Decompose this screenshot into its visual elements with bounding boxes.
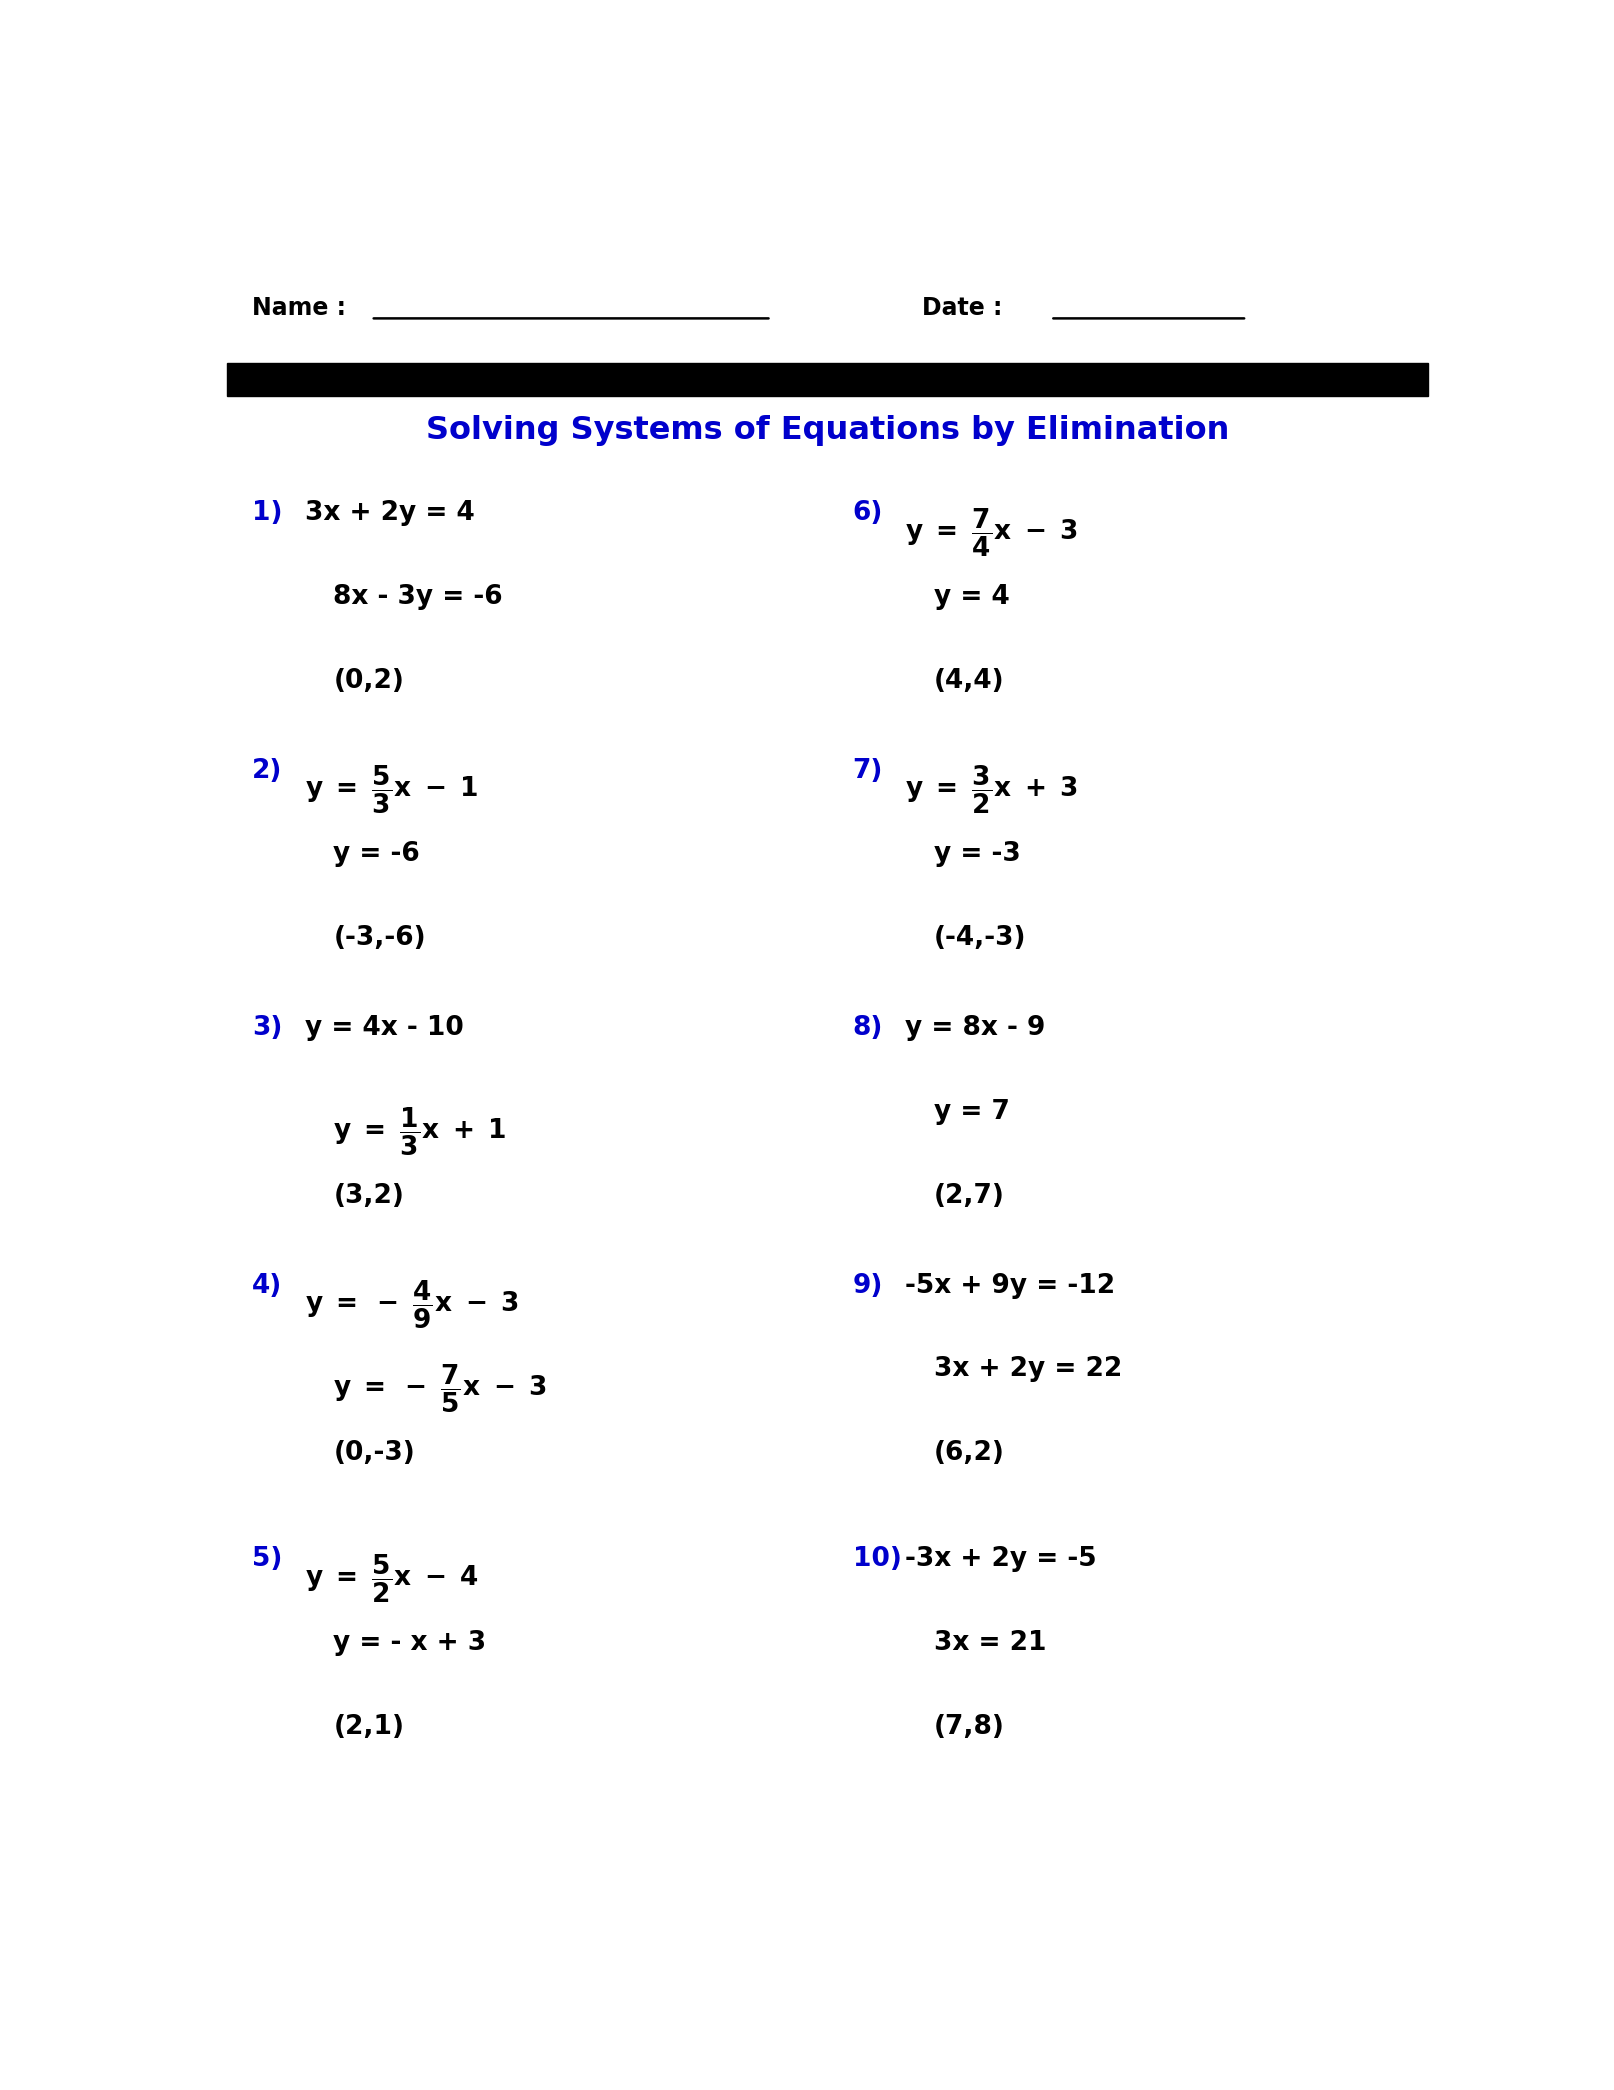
Text: $\mathbf{y\ =\ \dfrac{7}{4}x\ -\ 3}$: $\mathbf{y\ =\ \dfrac{7}{4}x\ -\ 3}$ xyxy=(905,506,1078,558)
Bar xyxy=(226,364,1427,395)
Text: 8): 8) xyxy=(852,1016,883,1041)
Text: y = -6: y = -6 xyxy=(332,842,420,867)
Text: Name :: Name : xyxy=(252,297,345,320)
Text: (0,2): (0,2) xyxy=(332,667,404,694)
Text: (-4,-3): (-4,-3) xyxy=(933,926,1027,951)
Text: 4): 4) xyxy=(252,1273,282,1298)
Text: 5): 5) xyxy=(252,1547,282,1572)
Text: 3): 3) xyxy=(252,1016,282,1041)
Text: y = 8x - 9: y = 8x - 9 xyxy=(905,1016,1044,1041)
Text: $\mathbf{y\ =\ \dfrac{5}{3}x\ -\ 1}$: $\mathbf{y\ =\ \dfrac{5}{3}x\ -\ 1}$ xyxy=(305,765,478,817)
Text: $\mathbf{y\ =\ \dfrac{3}{2}x\ +\ 3}$: $\mathbf{y\ =\ \dfrac{3}{2}x\ +\ 3}$ xyxy=(905,765,1078,817)
Text: 9): 9) xyxy=(852,1273,883,1298)
Text: y = -3: y = -3 xyxy=(933,842,1020,867)
Text: $\mathbf{y\ =\ -\ \dfrac{7}{5}x\ -\ 3}$: $\mathbf{y\ =\ -\ \dfrac{7}{5}x\ -\ 3}$ xyxy=(332,1363,547,1415)
Text: 10): 10) xyxy=(852,1547,901,1572)
Text: (4,4): (4,4) xyxy=(933,667,1004,694)
Text: 2): 2) xyxy=(252,759,282,784)
Text: -5x + 9y = -12: -5x + 9y = -12 xyxy=(905,1273,1115,1298)
Text: 7): 7) xyxy=(852,759,883,784)
Text: 3x = 21: 3x = 21 xyxy=(933,1630,1046,1655)
Text: 1): 1) xyxy=(252,500,282,527)
Text: (3,2): (3,2) xyxy=(332,1183,404,1208)
Text: $\mathbf{y\ =\ \dfrac{5}{2}x\ -\ 4}$: $\mathbf{y\ =\ \dfrac{5}{2}x\ -\ 4}$ xyxy=(305,1553,478,1605)
Text: $\mathbf{y\ =\ -\ \dfrac{4}{9}x\ -\ 3}$: $\mathbf{y\ =\ -\ \dfrac{4}{9}x\ -\ 3}$ xyxy=(305,1279,518,1331)
Text: (6,2): (6,2) xyxy=(933,1440,1004,1465)
Text: 8x - 3y = -6: 8x - 3y = -6 xyxy=(332,583,502,610)
Text: (2,7): (2,7) xyxy=(933,1183,1004,1208)
Text: (0,-3): (0,-3) xyxy=(332,1440,415,1465)
Text: 6): 6) xyxy=(852,500,883,527)
Text: (2,1): (2,1) xyxy=(332,1714,404,1739)
Text: Date :: Date : xyxy=(922,297,1001,320)
Text: y = - x + 3: y = - x + 3 xyxy=(332,1630,486,1655)
Text: (7,8): (7,8) xyxy=(933,1714,1004,1739)
Text: y = 4x - 10: y = 4x - 10 xyxy=(305,1016,463,1041)
Text: Solving Systems of Equations by Elimination: Solving Systems of Equations by Eliminat… xyxy=(426,416,1228,445)
Text: y = 7: y = 7 xyxy=(933,1099,1009,1124)
Text: (-3,-6): (-3,-6) xyxy=(332,926,426,951)
Text: 3x + 2y = 22: 3x + 2y = 22 xyxy=(933,1356,1122,1381)
Text: -3x + 2y = -5: -3x + 2y = -5 xyxy=(905,1547,1096,1572)
Text: $\mathbf{y\ =\ \dfrac{1}{3}x\ +\ 1}$: $\mathbf{y\ =\ \dfrac{1}{3}x\ +\ 1}$ xyxy=(332,1106,507,1158)
Text: 3x + 2y = 4: 3x + 2y = 4 xyxy=(305,500,475,527)
Text: y = 4: y = 4 xyxy=(933,583,1009,610)
